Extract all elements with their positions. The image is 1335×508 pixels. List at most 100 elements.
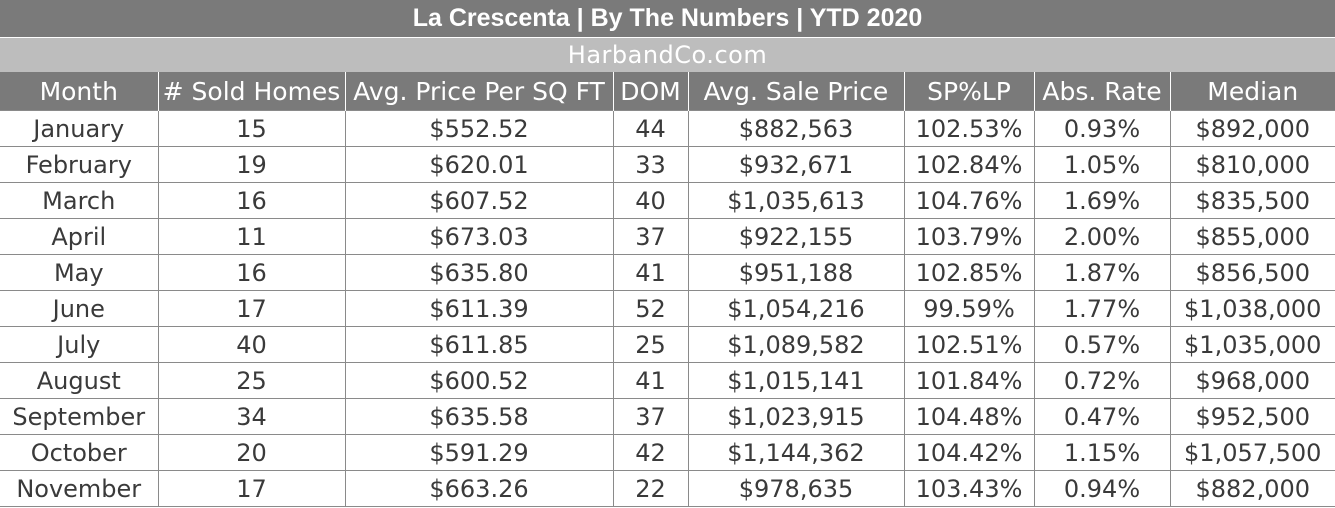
cell-abs-rate: 0.94% bbox=[1033, 470, 1171, 507]
cell-sp-lp: 103.43% bbox=[903, 470, 1035, 507]
cell-dom: 44 bbox=[612, 110, 689, 147]
column-header-sold-homes: # Sold Homes bbox=[157, 72, 345, 111]
cell-price-per-sqft: $620.01 bbox=[344, 146, 614, 183]
cell-median: $855,000 bbox=[1169, 218, 1335, 255]
cell-dom: 25 bbox=[612, 326, 689, 363]
cell-month: September bbox=[0, 398, 159, 435]
column-header-price-per-sqft: Avg. Price Per SQ FT bbox=[344, 72, 613, 111]
table-row: January 15 $552.52 44 $882,563 102.53% 0.93% $8… bbox=[0, 110, 1335, 147]
cell-sold-homes: 19 bbox=[157, 146, 346, 183]
cell-month: June bbox=[0, 290, 159, 327]
cell-dom: 37 bbox=[612, 398, 689, 435]
cell-avg-sale-price: $951,188 bbox=[687, 254, 905, 291]
cell-price-per-sqft: $607.52 bbox=[344, 182, 614, 219]
cell-sp-lp: 103.79% bbox=[903, 218, 1035, 255]
cell-median: $968,000 bbox=[1169, 362, 1335, 399]
cell-month: November bbox=[0, 470, 159, 507]
cell-month: October bbox=[0, 434, 159, 471]
cell-dom: 40 bbox=[612, 182, 689, 219]
table-row: October 20 $591.29 42 $1,144,362 104.42% 1.15%… bbox=[0, 434, 1335, 471]
cell-sold-homes: 20 bbox=[157, 434, 346, 471]
report-title: La Crescenta | By The Numbers | YTD 2020 bbox=[0, 0, 1335, 38]
cell-median: $1,057,500 bbox=[1169, 434, 1335, 471]
cell-abs-rate: 0.47% bbox=[1033, 398, 1171, 435]
cell-sp-lp: 102.84% bbox=[903, 146, 1035, 183]
table-header-row: Month # Sold Homes Avg. Price Per SQ FT DOM… bbox=[0, 72, 1335, 111]
cell-avg-sale-price: $1,054,216 bbox=[687, 290, 905, 327]
table-row: July 40 $611.85 25 $1,089,582 102.51% 0.57% $1,… bbox=[0, 326, 1335, 363]
cell-avg-sale-price: $1,089,582 bbox=[687, 326, 905, 363]
table-row: March 16 $607.52 40 $1,035,613 104.76% 1.69% $8… bbox=[0, 182, 1335, 219]
cell-median: $952,500 bbox=[1169, 398, 1335, 435]
column-header-dom: DOM bbox=[612, 72, 688, 111]
column-header-abs-rate: Abs. Rate bbox=[1033, 72, 1170, 111]
cell-avg-sale-price: $1,144,362 bbox=[687, 434, 905, 471]
cell-sold-homes: 40 bbox=[157, 326, 346, 363]
cell-avg-sale-price: $922,155 bbox=[687, 218, 905, 255]
cell-abs-rate: 0.93% bbox=[1033, 110, 1171, 147]
cell-price-per-sqft: $635.80 bbox=[344, 254, 614, 291]
cell-dom: 42 bbox=[612, 434, 689, 471]
table-row: August 25 $600.52 41 $1,015,141 101.84% 0.72% $… bbox=[0, 362, 1335, 399]
table-body: January 15 $552.52 44 $882,563 102.53% 0.93% $8… bbox=[0, 110, 1335, 507]
website-banner: HarbandCo.com bbox=[0, 38, 1335, 72]
cell-median: $1,038,000 bbox=[1169, 290, 1335, 327]
cell-abs-rate: 2.00% bbox=[1033, 218, 1171, 255]
cell-sp-lp: 101.84% bbox=[903, 362, 1035, 399]
cell-dom: 41 bbox=[612, 254, 689, 291]
cell-price-per-sqft: $611.39 bbox=[344, 290, 614, 327]
cell-sold-homes: 25 bbox=[157, 362, 346, 399]
cell-dom: 52 bbox=[612, 290, 689, 327]
monthly-stats-table: Month # Sold Homes Avg. Price Per SQ FT DOM… bbox=[0, 72, 1335, 507]
cell-month: April bbox=[0, 218, 159, 255]
cell-sold-homes: 16 bbox=[157, 254, 346, 291]
cell-price-per-sqft: $635.58 bbox=[344, 398, 614, 435]
table-row: April 11 $673.03 37 $922,155 103.79% 2.00% $855… bbox=[0, 218, 1335, 255]
cell-price-per-sqft: $663.26 bbox=[344, 470, 614, 507]
cell-dom: 22 bbox=[612, 470, 689, 507]
cell-sold-homes: 17 bbox=[157, 290, 346, 327]
cell-sold-homes: 34 bbox=[157, 398, 346, 435]
cell-avg-sale-price: $978,635 bbox=[687, 470, 905, 507]
cell-avg-sale-price: $932,671 bbox=[687, 146, 905, 183]
cell-abs-rate: 1.87% bbox=[1033, 254, 1171, 291]
cell-median: $856,500 bbox=[1169, 254, 1335, 291]
cell-month: May bbox=[0, 254, 159, 291]
cell-sp-lp: 104.42% bbox=[903, 434, 1035, 471]
cell-sp-lp: 104.48% bbox=[903, 398, 1035, 435]
cell-price-per-sqft: $552.52 bbox=[344, 110, 614, 147]
table-row: May 16 $635.80 41 $951,188 102.85% 1.87% $856,5… bbox=[0, 254, 1335, 291]
cell-price-per-sqft: $591.29 bbox=[344, 434, 614, 471]
cell-price-per-sqft: $611.85 bbox=[344, 326, 614, 363]
cell-sold-homes: 16 bbox=[157, 182, 346, 219]
cell-month: August bbox=[0, 362, 159, 399]
cell-price-per-sqft: $673.03 bbox=[344, 218, 614, 255]
column-header-median: Median bbox=[1169, 72, 1335, 111]
cell-avg-sale-price: $1,023,915 bbox=[687, 398, 905, 435]
cell-sp-lp: 104.76% bbox=[903, 182, 1035, 219]
table-row: February 19 $620.01 33 $932,671 102.84% 1.05% $… bbox=[0, 146, 1335, 183]
cell-dom: 33 bbox=[612, 146, 689, 183]
cell-avg-sale-price: $882,563 bbox=[687, 110, 905, 147]
cell-sold-homes: 11 bbox=[157, 218, 346, 255]
cell-month: March bbox=[0, 182, 159, 219]
cell-median: $810,000 bbox=[1169, 146, 1335, 183]
table-row: September 34 $635.58 37 $1,023,915 104.48% 0.4… bbox=[0, 398, 1335, 435]
cell-dom: 41 bbox=[612, 362, 689, 399]
cell-sp-lp: 99.59% bbox=[903, 290, 1035, 327]
column-header-month: Month bbox=[0, 72, 158, 111]
cell-month: January bbox=[0, 110, 159, 147]
cell-abs-rate: 1.69% bbox=[1033, 182, 1171, 219]
cell-sp-lp: 102.53% bbox=[903, 110, 1035, 147]
cell-sp-lp: 102.51% bbox=[903, 326, 1035, 363]
cell-abs-rate: 0.57% bbox=[1033, 326, 1171, 363]
cell-median: $882,000 bbox=[1169, 470, 1335, 507]
cell-sold-homes: 15 bbox=[157, 110, 346, 147]
cell-median: $1,035,000 bbox=[1169, 326, 1335, 363]
column-header-sp-lp: SP%LP bbox=[903, 72, 1034, 111]
cell-abs-rate: 0.72% bbox=[1033, 362, 1171, 399]
cell-month: February bbox=[0, 146, 159, 183]
cell-abs-rate: 1.05% bbox=[1033, 146, 1171, 183]
cell-month: July bbox=[0, 326, 159, 363]
